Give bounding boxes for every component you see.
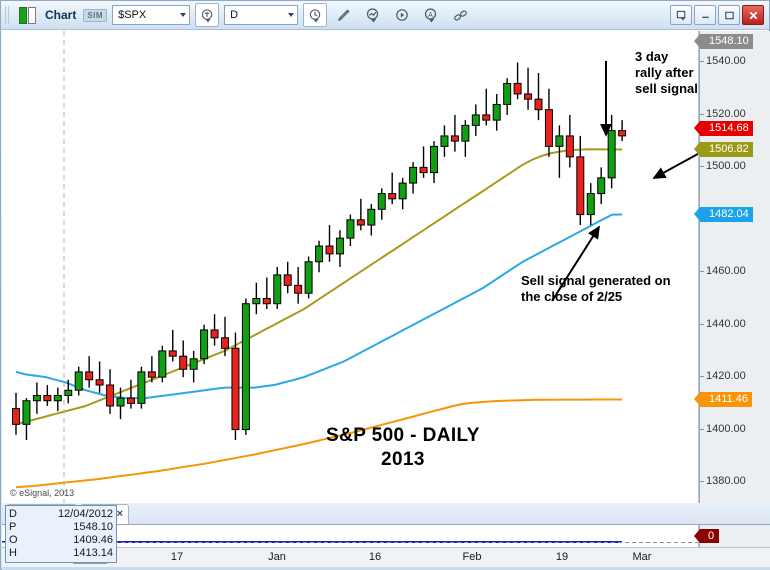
- price-tick: 1500.00: [700, 160, 746, 173]
- draw-pencil-icon[interactable]: [332, 3, 356, 27]
- tooltip-row: D 12/04/2012: [9, 508, 113, 521]
- badge-pointer: [694, 141, 700, 156]
- copyright-label: © eSignal, 2013: [10, 488, 75, 498]
- link-icon[interactable]: [448, 3, 472, 27]
- symbol-value: $SPX: [118, 9, 147, 21]
- badge-pointer: [694, 121, 700, 136]
- price-tick: 1420.00: [700, 370, 746, 383]
- symbol-search-icon[interactable]: [195, 3, 220, 27]
- date-tick: 16: [368, 551, 382, 563]
- sell-annotation-line-1: Sell signal generated on: [521, 273, 671, 288]
- tab-close-icon[interactable]: ×: [116, 508, 124, 520]
- price-chart-plot[interactable]: S&P 500 - DAILY 2013 © eSignal, 2013: [2, 31, 699, 503]
- close-icon[interactable]: [742, 5, 764, 25]
- studies-icon[interactable]: [361, 3, 385, 27]
- interval-input[interactable]: D: [224, 5, 299, 25]
- rally-annotation: 3 day rally after sell signal: [635, 49, 698, 97]
- sell-signal-annotation: Sell signal generated on the close of 2/…: [521, 273, 671, 305]
- chart-watermark: S&P 500 - DAILY 2013: [326, 424, 480, 472]
- svg-text:A: A: [428, 12, 433, 19]
- playback-icon[interactable]: [390, 3, 414, 27]
- atr-zero-badge: 0: [693, 529, 720, 543]
- watermark-line-1: S&P 500 - DAILY: [326, 425, 480, 446]
- tooltip-key: D: [9, 508, 17, 520]
- price-tick: 1400.00: [700, 422, 746, 435]
- badge-pointer: [694, 33, 700, 48]
- watermark-line-2: 2013: [380, 449, 425, 470]
- tooltip-value: 12/04/2012: [57, 508, 113, 520]
- price-tick: 1440.00: [700, 317, 746, 330]
- restore-down-button[interactable]: [670, 5, 692, 25]
- interval-value: D: [230, 9, 239, 21]
- tooltip-key: O: [9, 534, 18, 546]
- date-axis[interactable]: /201217Jan16Feb19Mar: [2, 547, 770, 567]
- price-tick: 1520.00: [700, 107, 746, 120]
- maximize-button[interactable]: [718, 5, 740, 25]
- badge-pointer: [694, 206, 700, 221]
- badge-pointer: [694, 392, 700, 407]
- status-bar: [2, 567, 770, 570]
- date-tick: 19: [555, 551, 569, 563]
- date-tick: Jan: [268, 551, 286, 563]
- price-tick: 1540.00: [700, 55, 746, 68]
- atr-value-axis: 0: [693, 525, 770, 547]
- date-tick: Feb: [462, 551, 482, 563]
- candlestick-svg: [12, 31, 698, 503]
- annotation-icon[interactable]: A: [419, 3, 443, 27]
- last-price-marker: 1514.68: [694, 121, 753, 137]
- symbol-input[interactable]: $SPX: [112, 5, 191, 25]
- tooltip-row: H 1413.14: [9, 547, 113, 560]
- price-tick: 1460.00: [700, 265, 746, 278]
- price-axis[interactable]: 1540.001520.001500.001480.001460.001440.…: [694, 31, 770, 503]
- ma-olive-marker: 1506.82: [694, 141, 753, 157]
- tooltip-key: H: [9, 547, 17, 559]
- tooltip-row: O 1409.46: [9, 534, 113, 547]
- rally-annotation-line-2: rally after: [635, 65, 694, 80]
- sell-annotation-line-2: the close of 2/25: [521, 289, 623, 304]
- date-tick: 17: [170, 551, 184, 563]
- rally-annotation-line-1: 3 day: [635, 49, 669, 64]
- price-tick: 1380.00: [700, 475, 746, 488]
- high-marker: 1548.10: [694, 33, 753, 49]
- main-toolbar: Chart SIM $SPX D: [1, 1, 769, 30]
- rally-annotation-line-3: sell signal: [635, 81, 698, 96]
- chart-bars-icon: [19, 6, 36, 24]
- chevron-down-icon: [288, 13, 295, 17]
- tooltip-value: 1409.46: [73, 534, 113, 546]
- indicator-tab-bar: (Volume)×ATR×: [2, 503, 770, 525]
- ma-blue-marker: 1482.04: [694, 206, 753, 222]
- minimize-button[interactable]: [694, 5, 716, 25]
- ohlc-tooltip: D 12/04/2012 P 1548.10 O 1409.46 H 1413.14: [5, 505, 117, 563]
- sim-badge: SIM: [83, 8, 108, 22]
- chevron-down-icon: [180, 13, 187, 17]
- tooltip-key: P: [9, 521, 17, 533]
- window-controls: [670, 5, 765, 25]
- date-tick: Mar: [632, 551, 652, 563]
- time-template-icon[interactable]: [303, 3, 328, 27]
- tooltip-row: P 1548.10: [9, 521, 113, 534]
- tooltip-value: 1548.10: [73, 521, 113, 533]
- ma-orange-marker: 1411.46: [694, 392, 752, 408]
- tooltip-value: 1413.14: [73, 547, 113, 559]
- toolbar-grip[interactable]: [5, 6, 11, 24]
- window-title: Chart: [45, 8, 77, 22]
